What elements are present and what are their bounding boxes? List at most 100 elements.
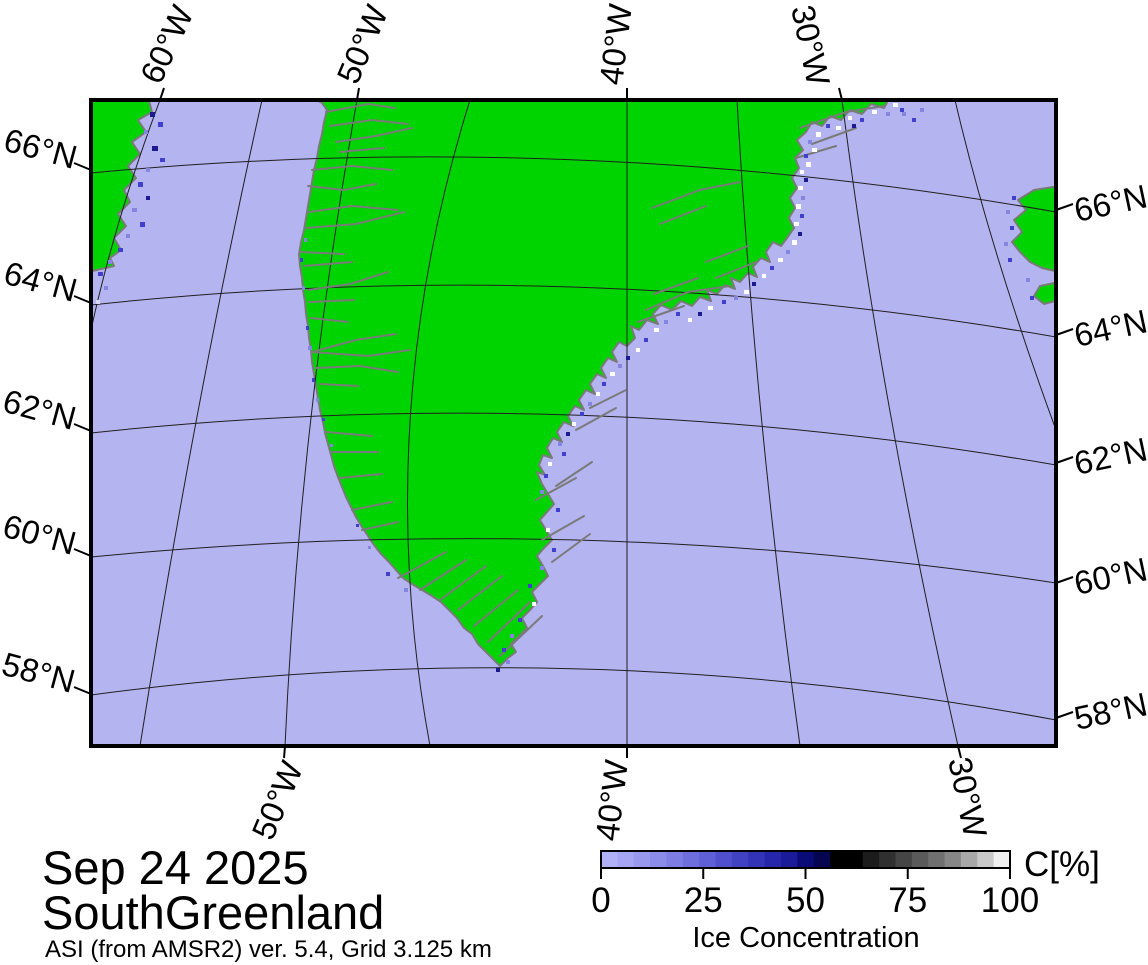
sea-ice-pixel: [330, 444, 333, 447]
sea-ice-pixel: [848, 116, 852, 120]
fjord-line: [811, 127, 857, 145]
sea-ice-pixel: [556, 508, 560, 512]
latitude-right-tick: [1055, 711, 1074, 719]
land-iceland: [1011, 185, 1056, 273]
colorbar-tick-label: 50: [786, 881, 825, 920]
sea-ice-pixel: [734, 296, 738, 300]
longitude-top-label: 50°W: [329, 0, 395, 89]
sea-ice-pixel: [1026, 278, 1030, 282]
sea-ice-pixel: [158, 122, 163, 127]
sea-ice-pixel: [558, 442, 562, 446]
fjord-line: [555, 461, 593, 487]
colorbar-cell: [748, 851, 766, 868]
sea-ice-pixel: [518, 618, 522, 622]
colorbar-cell: [666, 851, 684, 868]
colorbar-cell: [633, 851, 651, 868]
latitude-left-label: 58°N: [0, 645, 79, 700]
sea-ice-pixel: [126, 234, 130, 238]
parallel-gridline: [91, 156, 1056, 213]
colorbar-cell: [780, 851, 798, 868]
sea-ice-pixel: [893, 103, 898, 107]
region-title: SouthGreenland: [42, 886, 384, 939]
meridian-gridline: [841, 100, 959, 746]
fjord-line: [487, 601, 531, 643]
sea-ice-pixel: [140, 222, 145, 227]
sea-ice-pixel: [860, 118, 864, 122]
fjord-line: [305, 211, 405, 229]
sea-ice-pixel: [902, 112, 906, 116]
sea-ice-pixel: [304, 238, 307, 242]
sea-ice-pixel: [801, 196, 805, 200]
latitude-left-tick: [73, 548, 92, 557]
sea-ice-pixel: [794, 222, 799, 226]
sea-ice-pixel: [886, 112, 890, 116]
fjord-line: [329, 118, 409, 127]
fjord-line: [637, 305, 685, 323]
parallel-gridline: [91, 667, 1056, 721]
latitude-left-tick: [73, 295, 92, 304]
sea-ice-pixel: [800, 214, 804, 218]
sea-ice-pixel: [804, 154, 808, 158]
latitude-right-label: 60°N: [1071, 550, 1148, 602]
fjord-line: [325, 431, 373, 437]
colorbar-cell: [617, 851, 635, 868]
sea-ice-pixel: [778, 258, 783, 262]
longitude-top-tick: [159, 87, 165, 101]
sea-ice-pixel: [1004, 242, 1008, 246]
fjord-line: [311, 333, 397, 353]
sea-ice-pixel: [770, 266, 774, 270]
sea-ice-pixel: [104, 286, 108, 290]
colorbar-cell: [944, 851, 962, 868]
map-area: [91, 100, 1056, 746]
parallel-gridline: [91, 538, 1056, 584]
colorbar-tick-label: 0: [591, 881, 610, 920]
fjord-line: [653, 277, 699, 295]
sea-ice-pixel: [566, 432, 570, 436]
sea-ice-pixel: [146, 168, 150, 172]
fjord-line: [339, 147, 385, 153]
sea-ice-pixel: [312, 378, 315, 382]
sea-ice-pixel: [1006, 210, 1010, 214]
colorbar-cell: [813, 851, 831, 868]
fjord-line: [645, 285, 731, 311]
colorbar-cell: [993, 851, 1011, 868]
latitude-left-label: 66°N: [0, 121, 81, 176]
colorbar-cell: [977, 851, 995, 868]
colorbar-cell: [731, 851, 749, 868]
colorbar-cell: [862, 851, 880, 868]
meridian-gridline: [954, 100, 1056, 431]
fjord-line: [339, 473, 383, 479]
fjord-line: [535, 477, 577, 501]
sea-ice-pixel: [752, 282, 756, 286]
sea-ice-pixel: [654, 328, 659, 332]
longitude-bottom-label: 40°W: [588, 757, 635, 843]
parallel-gridline: [91, 412, 1056, 466]
sea-ice-pixel: [510, 634, 514, 638]
sea-ice-pixel: [160, 158, 165, 162]
fjord-line: [551, 533, 591, 563]
colorbar-cell: [960, 851, 978, 868]
fjord-line: [315, 364, 399, 373]
sea-ice-pixel: [562, 452, 566, 456]
sea-ice-pixel: [798, 232, 802, 236]
sea-ice-pixel: [316, 398, 319, 402]
sea-ice-pixel: [618, 364, 622, 368]
sea-ice-pixel: [1008, 258, 1012, 262]
sea-ice-pixel: [688, 318, 692, 322]
latitude-left-label: 62°N: [0, 382, 80, 437]
sea-ice-pixel: [496, 668, 500, 672]
latitude-right-label: 62°N: [1071, 430, 1148, 482]
sea-ice-pixel: [322, 418, 325, 421]
latitude-left-tick: [73, 423, 92, 432]
meridian-gridline: [407, 100, 471, 746]
sea-ice-pixel: [368, 546, 371, 549]
sea-ice-pixel: [1012, 196, 1016, 200]
fjord-line: [651, 181, 741, 209]
meridian-gridline: [139, 100, 263, 746]
colorbar-cell: [601, 851, 618, 868]
latitude-right-tick: [1055, 328, 1074, 336]
meridian-gridline: [736, 100, 801, 746]
sea-ice-pixel: [636, 348, 640, 352]
fjord-line: [659, 205, 707, 225]
